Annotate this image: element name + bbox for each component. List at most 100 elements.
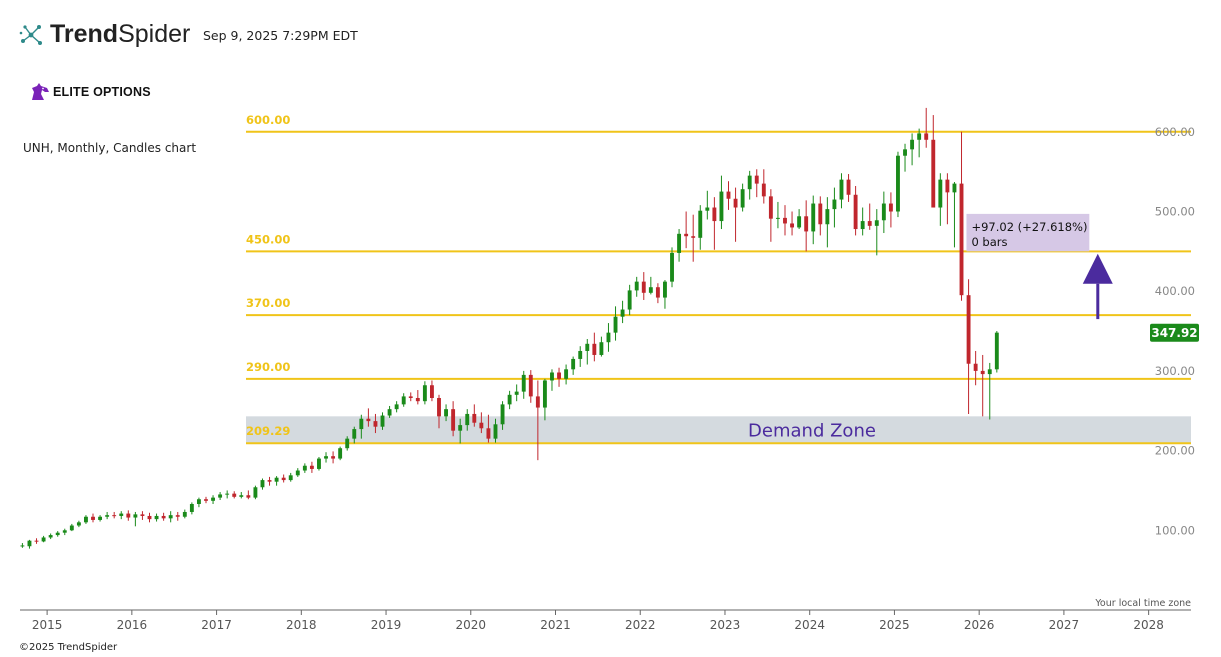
demand-zone (246, 416, 1191, 444)
candle-body (521, 374, 526, 392)
candle-body (182, 511, 187, 517)
candle-body (797, 216, 802, 228)
year-tick-label: 2021 (540, 618, 571, 632)
candle-body (500, 404, 505, 425)
candle-body (987, 369, 992, 375)
candle-body (648, 287, 653, 293)
candle-body (239, 495, 244, 497)
candle-body (147, 515, 152, 520)
measure-change-text: +97.02 (+27.618%) (971, 220, 1087, 234)
candle-body (444, 409, 449, 417)
candle-body (966, 295, 971, 364)
candle-body (557, 372, 561, 379)
candle-body (705, 207, 710, 211)
price-tick-label: 500.00 (1155, 205, 1195, 219)
candle-body (458, 425, 463, 431)
candle-body (592, 343, 597, 355)
brand-name-bold: Trend (50, 20, 119, 48)
candle-body (133, 514, 138, 518)
candle-body (641, 281, 646, 293)
candle-body (853, 194, 858, 230)
candle-body (888, 203, 893, 212)
candle-body (896, 155, 900, 212)
candle-body (429, 385, 434, 398)
candle-body (84, 516, 88, 523)
year-tick-label: 2020 (456, 618, 487, 632)
candle-body (140, 514, 145, 516)
candle-body (980, 370, 985, 375)
candle-body (846, 179, 851, 195)
candle-body (634, 281, 639, 291)
candle-body (698, 210, 703, 238)
candle-body (663, 281, 667, 298)
candle-body (274, 477, 279, 482)
candle-body (302, 465, 307, 471)
candle-body (761, 183, 766, 197)
candle-body (380, 415, 385, 427)
up-arrow-head (1082, 253, 1113, 284)
candle-body (41, 537, 46, 542)
candle-body (670, 252, 674, 282)
candle-body (578, 350, 583, 359)
candle-body (740, 189, 745, 208)
candle-body (945, 179, 950, 193)
candle-body (126, 513, 131, 518)
year-tick-label: 2028 (1133, 618, 1164, 632)
price-tick-label: 200.00 (1155, 444, 1195, 458)
year-tick-label: 2027 (1049, 618, 1080, 632)
candle-body (281, 477, 286, 481)
candle-body (154, 515, 159, 520)
candle-body (903, 149, 907, 156)
candle-body (564, 369, 569, 379)
copyright: ©2025 TrendSpider (19, 642, 118, 653)
candle-body (394, 404, 399, 410)
candle-body (938, 179, 943, 208)
candle-body (910, 139, 915, 150)
candle-body (931, 139, 936, 208)
price-tick-label: 400.00 (1155, 284, 1195, 298)
candle-body (472, 413, 477, 423)
candle-body (408, 396, 413, 398)
candle-body (373, 421, 378, 427)
candle-body (825, 209, 830, 225)
candle-body (415, 398, 420, 402)
year-tick-label: 2023 (710, 618, 741, 632)
candle-body (161, 515, 166, 519)
candle-body (719, 191, 724, 222)
candle-body (168, 515, 173, 519)
candle-body (790, 223, 794, 228)
candle-body (768, 196, 773, 219)
candle-body (69, 525, 74, 531)
year-tick-label: 2022 (625, 618, 656, 632)
candle-body (839, 179, 844, 200)
candle-body (599, 342, 604, 355)
candle-body (309, 465, 314, 469)
candle-body (684, 233, 689, 237)
candle-body (514, 391, 519, 395)
elite-options-logo: ELITE OPTIONS (30, 83, 151, 101)
candle-body (620, 309, 625, 317)
candle-body (952, 183, 957, 193)
candle-body (204, 499, 208, 501)
candle-body (317, 458, 321, 469)
candle-body (655, 287, 660, 298)
candle-body (189, 504, 194, 512)
candle-body (211, 497, 215, 501)
candle-body (218, 494, 223, 498)
candle-body (677, 233, 682, 253)
candle-body (76, 522, 81, 526)
candle-body (20, 545, 25, 547)
year-tick-label: 2019 (371, 618, 402, 632)
candle-body (550, 372, 554, 381)
candle-body (917, 133, 922, 140)
candle-body (754, 175, 759, 184)
year-tick-label: 2026 (964, 618, 995, 632)
candle-body (832, 199, 837, 210)
candle-body (860, 221, 865, 230)
year-tick-label: 2016 (117, 618, 148, 632)
timezone-note: Your local time zone (1094, 598, 1191, 609)
candle-body (479, 422, 484, 429)
elite-options-text: ELITE OPTIONS (53, 85, 151, 99)
candle-body (783, 217, 787, 224)
